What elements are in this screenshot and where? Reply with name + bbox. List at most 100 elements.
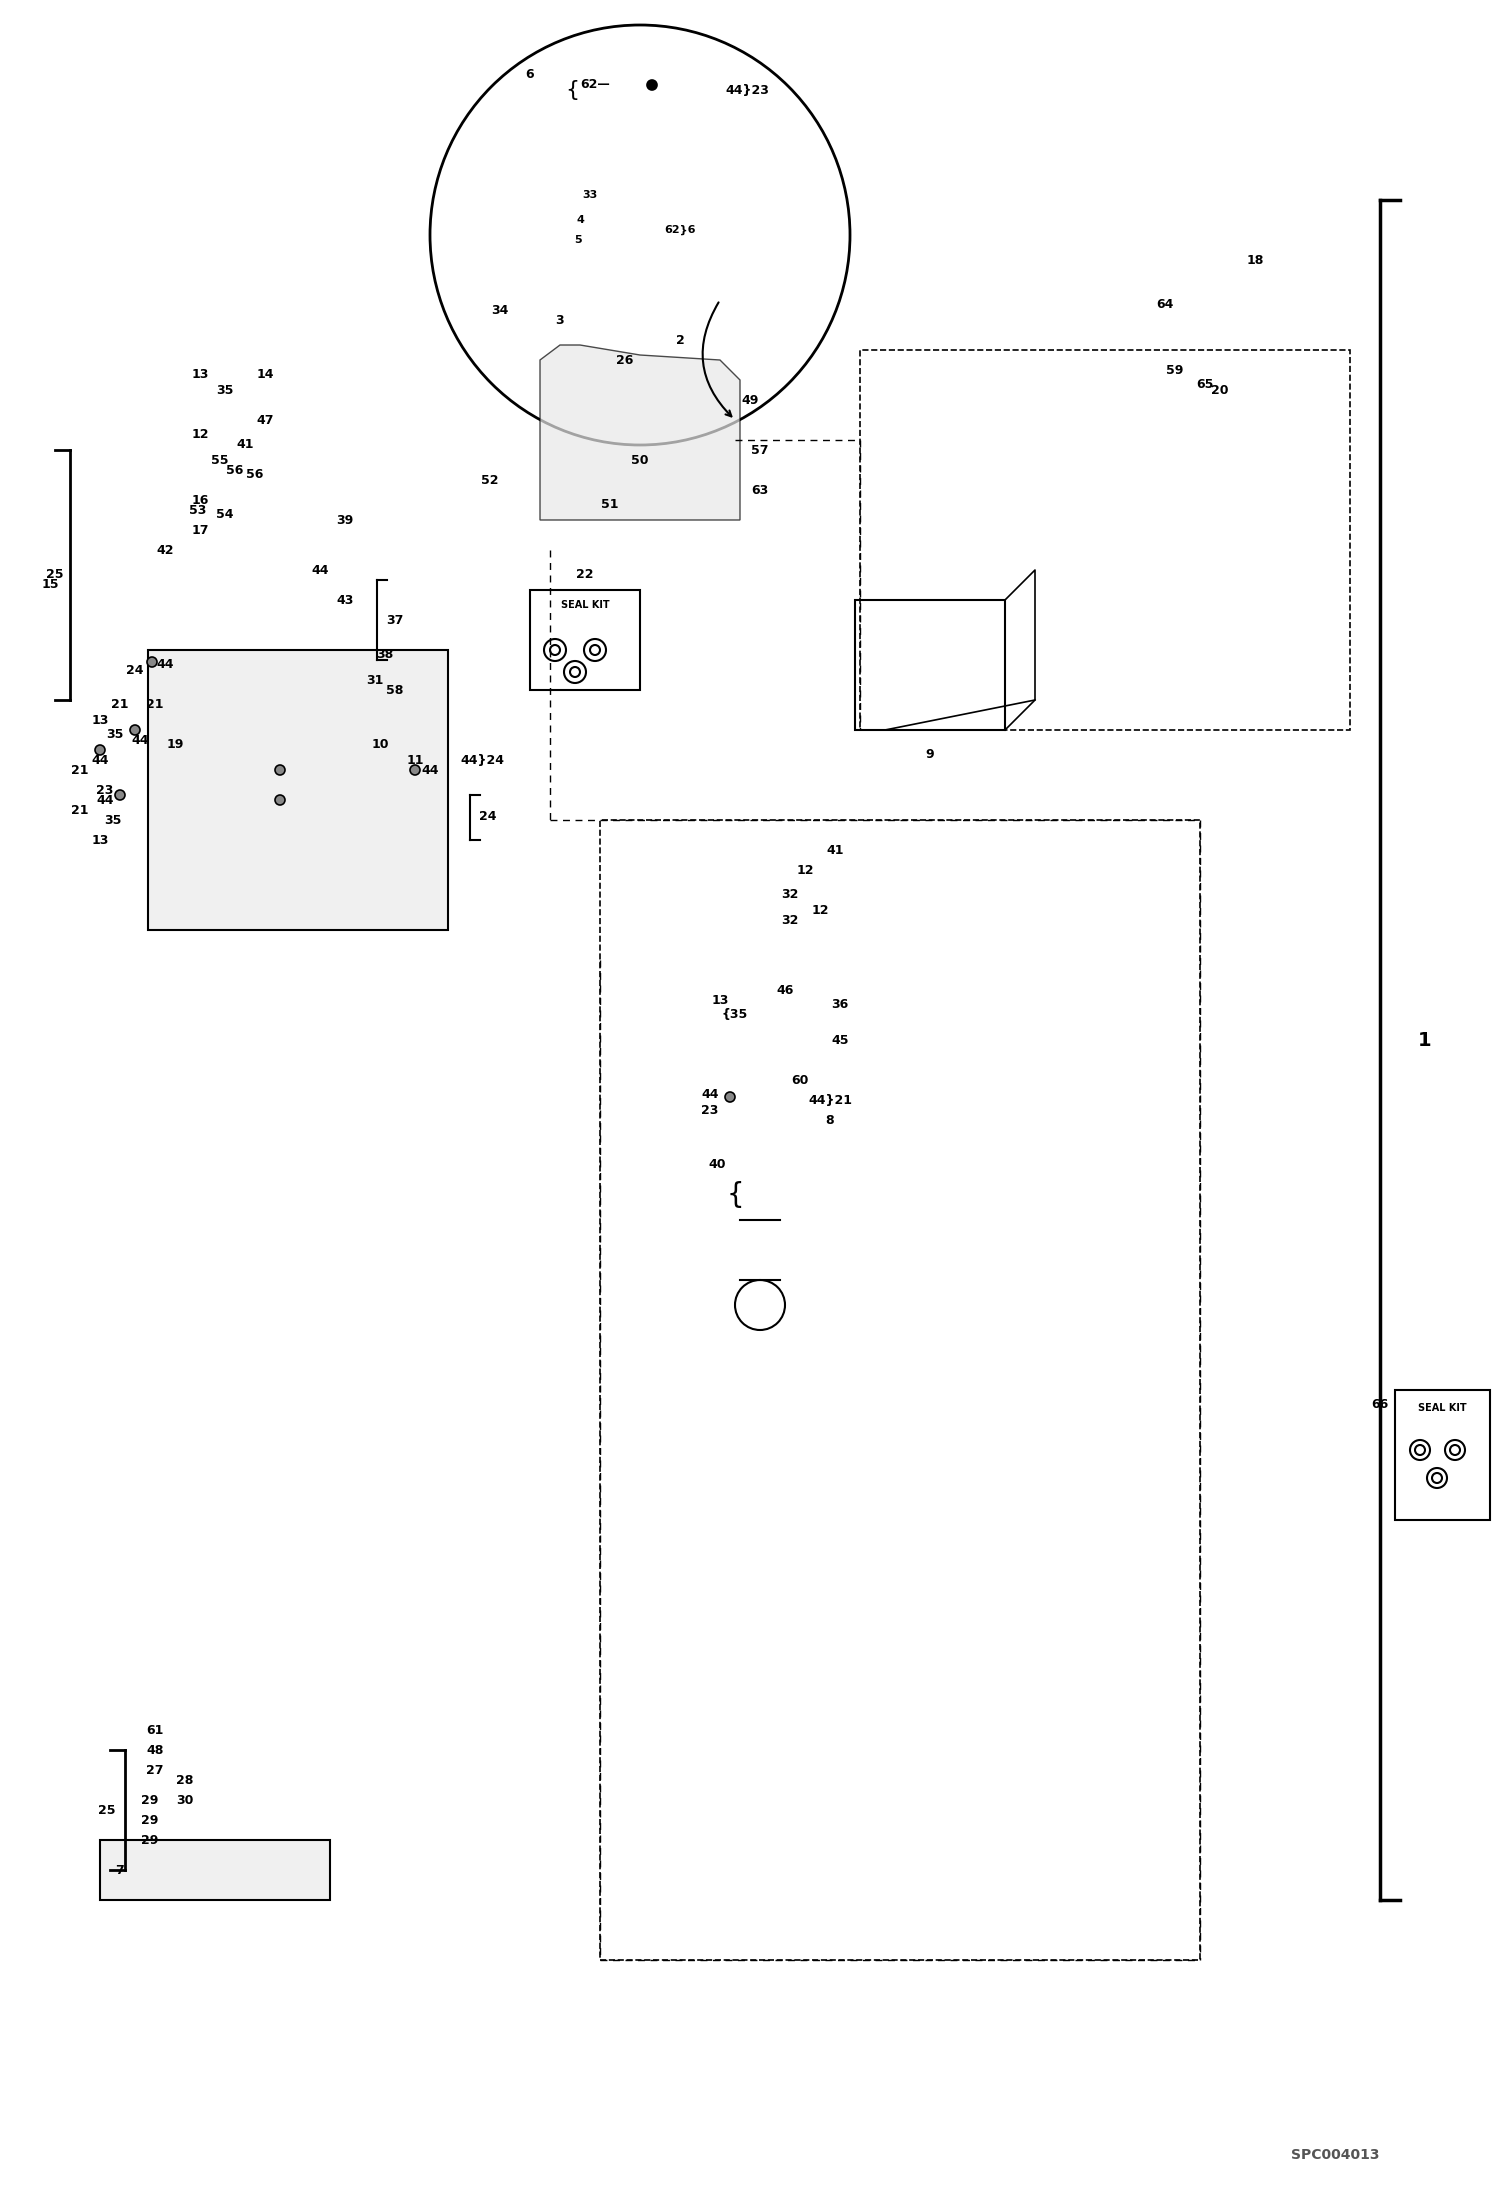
Circle shape (725, 1093, 736, 1101)
Text: 59: 59 (1167, 364, 1183, 377)
Bar (148, 649, 448, 930)
Text: 12: 12 (812, 904, 828, 917)
Text: 37: 37 (386, 614, 403, 627)
Text: 13: 13 (192, 369, 208, 382)
Bar (100, 1841, 330, 1900)
Circle shape (94, 746, 105, 755)
Text: 62}6: 62}6 (664, 224, 695, 235)
Text: 58: 58 (386, 685, 403, 695)
Text: 65: 65 (1197, 380, 1213, 391)
Circle shape (410, 766, 419, 774)
Text: 25: 25 (99, 1803, 115, 1817)
Text: 36: 36 (831, 998, 849, 1011)
Text: 1: 1 (1419, 1031, 1432, 1049)
Text: 39: 39 (337, 513, 354, 527)
Text: 6: 6 (526, 68, 535, 81)
Text: 21: 21 (72, 803, 88, 816)
Text: 12: 12 (192, 428, 208, 441)
Text: 57: 57 (752, 443, 768, 456)
Text: 42: 42 (156, 544, 174, 557)
Bar (530, 590, 640, 689)
Text: 32: 32 (782, 889, 798, 902)
Text: 13: 13 (91, 713, 109, 726)
Text: 14: 14 (256, 369, 274, 382)
Text: 13: 13 (712, 994, 728, 1007)
Text: 20: 20 (1212, 384, 1228, 397)
Text: 60: 60 (791, 1073, 809, 1086)
Text: {35: {35 (722, 1009, 748, 1022)
Text: 64: 64 (1156, 298, 1174, 312)
Text: 24: 24 (479, 810, 497, 823)
Text: 62—: 62— (580, 79, 610, 92)
Text: 45: 45 (831, 1033, 849, 1047)
Text: 51: 51 (601, 498, 619, 511)
Text: 43: 43 (337, 595, 354, 606)
Text: 29: 29 (141, 1814, 159, 1825)
Text: 61: 61 (147, 1724, 163, 1735)
Text: 44: 44 (96, 794, 114, 807)
Text: 54: 54 (216, 509, 234, 522)
Text: 21: 21 (72, 764, 88, 777)
Bar (601, 821, 1200, 1959)
Text: 27: 27 (147, 1764, 163, 1777)
Text: 21: 21 (111, 698, 129, 711)
Bar (860, 351, 1350, 731)
Text: 30: 30 (177, 1792, 193, 1806)
Text: 66: 66 (1371, 1398, 1389, 1411)
Text: 55: 55 (211, 454, 229, 467)
Text: 44}24: 44}24 (460, 753, 503, 766)
Text: 44: 44 (132, 733, 148, 746)
Text: 44}21: 44}21 (807, 1093, 852, 1106)
Text: 26: 26 (616, 353, 634, 366)
Text: 40: 40 (709, 1158, 725, 1172)
Text: 56: 56 (226, 463, 244, 476)
Text: {: { (565, 79, 580, 101)
Text: 12: 12 (797, 864, 813, 875)
Text: 32: 32 (782, 913, 798, 926)
Text: 47: 47 (256, 412, 274, 426)
Circle shape (115, 790, 124, 801)
Text: 44}23: 44}23 (725, 83, 768, 97)
Text: 38: 38 (376, 649, 394, 663)
Text: 35: 35 (106, 728, 124, 742)
Text: 35: 35 (105, 814, 121, 827)
Text: 10: 10 (372, 739, 389, 753)
Text: 4: 4 (577, 215, 584, 226)
Text: 44: 44 (421, 764, 439, 777)
Circle shape (276, 766, 285, 774)
Text: 11: 11 (406, 753, 424, 766)
Text: 44: 44 (312, 564, 328, 577)
Text: 53: 53 (189, 502, 207, 516)
Text: 18: 18 (1246, 255, 1264, 265)
Circle shape (130, 724, 139, 735)
Text: 23: 23 (701, 1104, 719, 1117)
Text: 15: 15 (42, 579, 58, 592)
Text: {: { (727, 1180, 745, 1209)
Text: 29: 29 (141, 1834, 159, 1847)
Text: 50: 50 (631, 454, 649, 467)
Text: 24: 24 (126, 663, 144, 676)
Text: SEAL KIT: SEAL KIT (560, 599, 610, 610)
Text: 3: 3 (556, 314, 565, 327)
Text: 35: 35 (216, 384, 234, 397)
Text: 46: 46 (776, 983, 794, 996)
Text: 28: 28 (177, 1773, 193, 1786)
Circle shape (147, 656, 157, 667)
Text: 8: 8 (825, 1115, 834, 1126)
Text: 44: 44 (701, 1088, 719, 1101)
Text: 16: 16 (192, 494, 208, 507)
Text: 41: 41 (827, 842, 843, 856)
Text: 52: 52 (481, 474, 499, 487)
Text: 9: 9 (926, 748, 935, 761)
Text: 48: 48 (147, 1744, 163, 1757)
Text: 33: 33 (583, 191, 598, 200)
Circle shape (647, 79, 658, 90)
Text: 5: 5 (574, 235, 581, 246)
Text: 19: 19 (166, 739, 184, 753)
Text: SPC004013: SPC004013 (1291, 2148, 1380, 2161)
Text: 25: 25 (46, 568, 64, 581)
Text: 13: 13 (91, 834, 109, 847)
Text: 21: 21 (147, 698, 163, 711)
Text: 56: 56 (246, 470, 264, 480)
Text: 44: 44 (156, 658, 174, 671)
